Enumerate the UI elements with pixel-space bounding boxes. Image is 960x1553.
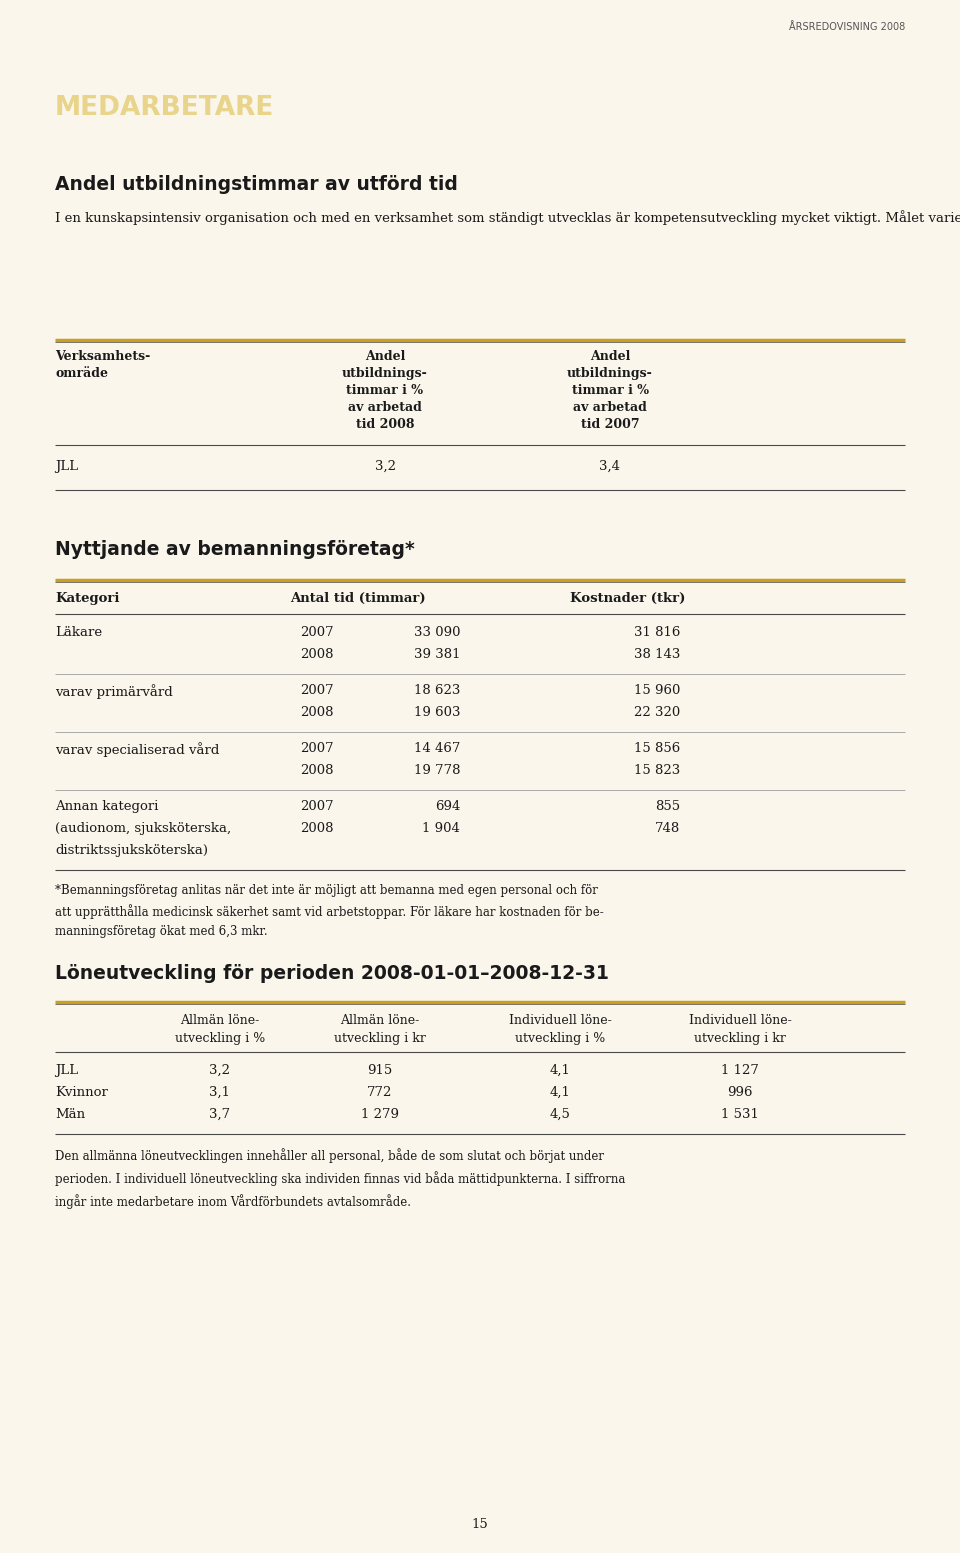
Text: 3,4: 3,4 — [599, 460, 620, 474]
Text: 4,5: 4,5 — [549, 1107, 570, 1121]
Text: 2008: 2008 — [300, 764, 333, 776]
Text: 694: 694 — [435, 800, 460, 814]
Text: Individuell löne-
utveckling i %: Individuell löne- utveckling i % — [509, 1014, 612, 1045]
Text: 3,7: 3,7 — [209, 1107, 230, 1121]
Text: 15: 15 — [471, 1517, 489, 1531]
Text: Andel
utbildnings-
timmar i %
av arbetad
tid 2008: Andel utbildnings- timmar i % av arbetad… — [342, 349, 428, 432]
Text: Män: Män — [55, 1107, 85, 1121]
Text: 996: 996 — [728, 1086, 753, 1100]
Text: (audionom, sjuksköterska,: (audionom, sjuksköterska, — [55, 822, 231, 836]
Text: 38 143: 38 143 — [634, 648, 680, 662]
Text: Andel
utbildnings-
timmar i %
av arbetad
tid 2007: Andel utbildnings- timmar i % av arbetad… — [567, 349, 653, 432]
Text: Antal tid (timmar): Antal tid (timmar) — [290, 592, 425, 606]
Text: 2007: 2007 — [300, 742, 334, 755]
Text: Den allmänna löneutvecklingen innehåller all personal, både de som slutat och bö: Den allmänna löneutvecklingen innehåller… — [55, 1148, 625, 1210]
Text: 39 381: 39 381 — [414, 648, 460, 662]
Text: 1 279: 1 279 — [361, 1107, 399, 1121]
Text: 772: 772 — [368, 1086, 393, 1100]
Text: varav specialiserad vård: varav specialiserad vård — [55, 742, 220, 756]
Text: 4,1: 4,1 — [549, 1064, 570, 1076]
Text: Löneutveckling för perioden 2008-01-01–2008-12-31: Löneutveckling för perioden 2008-01-01–2… — [55, 964, 609, 983]
Text: 18 623: 18 623 — [414, 683, 460, 697]
Text: varav primärvård: varav primärvård — [55, 683, 173, 699]
Text: 14 467: 14 467 — [414, 742, 460, 755]
Text: I en kunskapsintensiv organisation och med en verksamhet som ständigt utvecklas : I en kunskapsintensiv organisation och m… — [55, 210, 960, 225]
Text: *Bemanningsföretag anlitas när det inte är möjligt att bemanna med egen personal: *Bemanningsföretag anlitas när det inte … — [55, 884, 604, 938]
Text: 2007: 2007 — [300, 626, 334, 638]
Text: MEDARBETARE: MEDARBETARE — [55, 95, 275, 121]
Text: 3,2: 3,2 — [209, 1064, 230, 1076]
Text: 1 127: 1 127 — [721, 1064, 759, 1076]
Text: distriktssjuksköterska): distriktssjuksköterska) — [55, 843, 208, 857]
Text: Läkare: Läkare — [55, 626, 102, 638]
Text: 915: 915 — [368, 1064, 393, 1076]
Text: 1 904: 1 904 — [422, 822, 460, 836]
Text: Nyttjande av bemanningsföretag*: Nyttjande av bemanningsföretag* — [55, 540, 415, 559]
Text: 19 603: 19 603 — [414, 707, 460, 719]
Text: Individuell löne-
utveckling i kr: Individuell löne- utveckling i kr — [688, 1014, 791, 1045]
Text: 2008: 2008 — [300, 822, 333, 836]
Text: 15 960: 15 960 — [634, 683, 680, 697]
Text: 2008: 2008 — [300, 707, 333, 719]
Text: Allmän löne-
utveckling i kr: Allmän löne- utveckling i kr — [334, 1014, 426, 1045]
Text: Kostnader (tkr): Kostnader (tkr) — [570, 592, 685, 606]
Text: JLL: JLL — [55, 460, 78, 474]
Text: JLL: JLL — [55, 1064, 78, 1076]
Text: Andel utbildningstimmar av utförd tid: Andel utbildningstimmar av utförd tid — [55, 175, 458, 194]
Text: 2007: 2007 — [300, 683, 334, 697]
Text: ÅRSREDOVISNING 2008: ÅRSREDOVISNING 2008 — [789, 22, 905, 33]
Text: 3,2: 3,2 — [374, 460, 396, 474]
Text: 748: 748 — [655, 822, 680, 836]
Text: Kategori: Kategori — [55, 592, 119, 606]
Text: Allmän löne-
utveckling i %: Allmän löne- utveckling i % — [175, 1014, 265, 1045]
Text: Verksamhets-
omräde: Verksamhets- omräde — [55, 349, 151, 380]
Text: 19 778: 19 778 — [414, 764, 460, 776]
Text: 1 531: 1 531 — [721, 1107, 759, 1121]
Text: 4,1: 4,1 — [549, 1086, 570, 1100]
Text: 2007: 2007 — [300, 800, 334, 814]
Text: 2008: 2008 — [300, 648, 333, 662]
Text: 3,1: 3,1 — [209, 1086, 230, 1100]
Text: 33 090: 33 090 — [414, 626, 460, 638]
Text: 22 320: 22 320 — [634, 707, 680, 719]
Text: 15 856: 15 856 — [634, 742, 680, 755]
Text: Annan kategori: Annan kategori — [55, 800, 158, 814]
Text: 15 823: 15 823 — [634, 764, 680, 776]
Text: Kvinnor: Kvinnor — [55, 1086, 108, 1100]
Text: 31 816: 31 816 — [634, 626, 680, 638]
Text: 855: 855 — [655, 800, 680, 814]
